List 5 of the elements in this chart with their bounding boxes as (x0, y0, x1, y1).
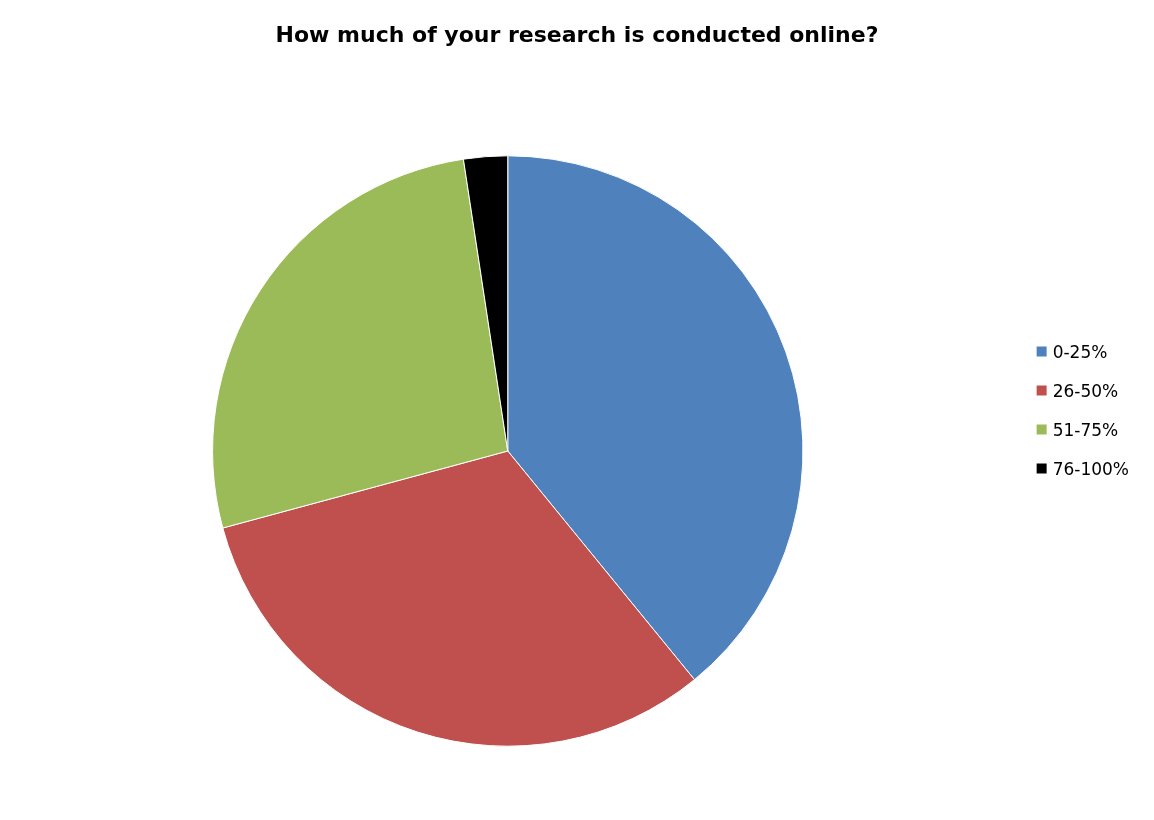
chart-title: How much of your research is conducted online? (275, 21, 879, 47)
legend-label: 51-75% (1052, 419, 1119, 440)
legend-label: 76-100% (1052, 458, 1130, 479)
legend-label: 0-25% (1052, 341, 1108, 362)
legend-label: 26-50% (1052, 380, 1119, 401)
